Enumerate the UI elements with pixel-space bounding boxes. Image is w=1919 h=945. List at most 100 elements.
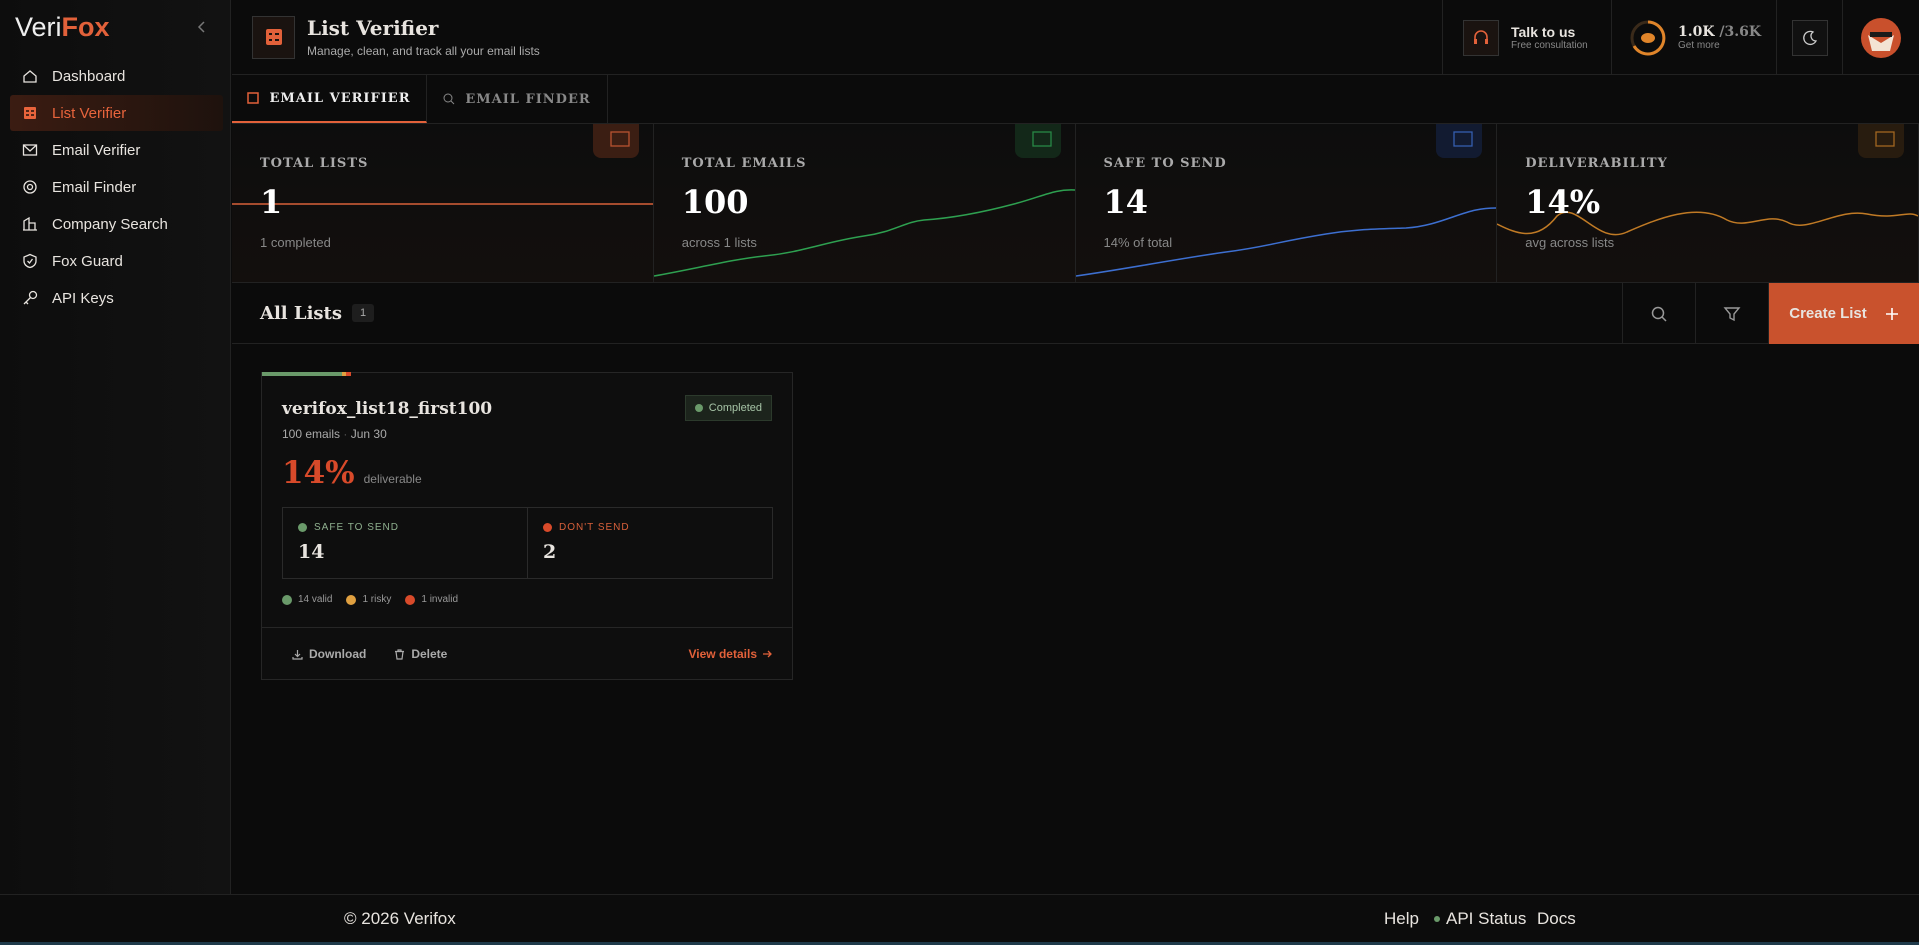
tab[interactable]: EMAIL VERIFIER — [232, 75, 427, 123]
filter-button[interactable] — [1695, 283, 1768, 344]
progress — [262, 372, 351, 376]
stat-label: TOTAL LISTS — [260, 156, 369, 171]
dont-value: 2 — [543, 541, 557, 563]
tab-label: EMAIL VERIFIER — [269, 90, 411, 106]
collapse-icon[interactable] — [196, 20, 208, 34]
stat-card: TOTAL LISTS 1 1 completed — [232, 124, 654, 282]
page-icon — [252, 15, 295, 59]
avatar[interactable] — [1842, 0, 1919, 75]
download-label: Download — [309, 647, 367, 661]
sidebar: VeriFox Dashboard List Verifier Email Veri… — [0, 0, 231, 894]
stat-card: SAFE TO SEND 14 14% of total — [1075, 124, 1498, 282]
stats: TOTAL LISTS 1 1 completed TOTAL EMAILS 100 ac… — [232, 124, 1919, 283]
stat-value: 1 — [260, 183, 283, 221]
stat-sub: 14% of total — [1103, 235, 1173, 250]
stat-icon — [1014, 124, 1061, 158]
create-list-button[interactable]: Create List — [1768, 283, 1919, 344]
nav-label: Fox Guard — [52, 252, 123, 270]
search-button[interactable] — [1622, 283, 1695, 344]
nav-item[interactable]: Email Verifier — [10, 132, 223, 168]
footer-link[interactable]: Docs — [1537, 909, 1576, 928]
nav-label: API Keys — [52, 289, 114, 307]
stat-sub: across 1 lists — [681, 235, 757, 250]
nav-item[interactable]: Dashboard — [10, 58, 223, 94]
lists-title: All Lists — [260, 302, 342, 324]
sparkline — [1075, 207, 1497, 277]
footer-link: API Status — [1446, 909, 1527, 928]
legend: 14 valid 1 risky 1 invalid — [282, 594, 458, 605]
nav-item[interactable]: Fox Guard — [10, 243, 223, 279]
logo-text: Veri — [15, 12, 62, 42]
legend-item: 1 invalid — [405, 594, 458, 605]
nav-label: List Verifier — [52, 104, 127, 122]
stat-icon — [1858, 124, 1904, 158]
deliverable-label: deliverable — [363, 472, 422, 486]
stat-label: DELIVERABILITY — [1525, 156, 1668, 171]
stat-icon — [1436, 124, 1483, 158]
legend-label: 1 invalid — [421, 594, 459, 605]
credits-used: 1.0K — [1678, 24, 1715, 40]
deliverable-percent: 14% — [282, 455, 355, 491]
stat-value: 14% — [1525, 183, 1601, 221]
page-subtitle: Manage, clean, and track all your email … — [307, 44, 540, 58]
theme-toggle[interactable] — [1776, 0, 1842, 75]
download-button[interactable]: Download — [292, 647, 366, 661]
logo-accent: Fox — [61, 12, 110, 42]
footer-status[interactable]: API Status — [1434, 909, 1526, 929]
credits-action[interactable]: Get more — [1678, 40, 1720, 51]
tab[interactable]: EMAIL FINDER — [427, 75, 608, 123]
stat-value: 14 — [1103, 183, 1149, 221]
stat-sub: 1 completed — [260, 235, 331, 250]
view-details-label: View details — [688, 647, 757, 661]
stat-label: TOTAL EMAILS — [681, 156, 807, 171]
nav-item[interactable]: Company Search — [10, 206, 223, 242]
view-details-link[interactable]: View details — [689, 647, 772, 661]
stat-icon — [592, 124, 639, 158]
credits[interactable]: 1.0K /3.6K Get more — [1611, 0, 1776, 75]
nav-label: Email Verifier — [52, 141, 141, 159]
stat-card: DELIVERABILITY 14% avg across lists — [1497, 124, 1919, 282]
delete-label: Delete — [411, 647, 448, 661]
sparkline — [653, 189, 1075, 277]
tabs: EMAIL VERIFIER EMAIL FINDER — [232, 75, 1919, 124]
status-badge: Completed — [684, 395, 772, 421]
safe-value: 14 — [298, 541, 325, 563]
list-name: verifox_list18_first100 — [282, 399, 493, 419]
nav-label: Email Finder — [52, 178, 137, 196]
tab-label: EMAIL FINDER — [465, 91, 591, 107]
stat-label: SAFE TO SEND — [1103, 156, 1227, 171]
delete-button[interactable]: Delete — [394, 647, 447, 661]
page-title: List Verifier — [307, 16, 439, 40]
safe-label: SAFE TO SEND — [314, 522, 399, 533]
footer: © 2026 Verifox Help API Status Docs — [0, 894, 1919, 945]
nav-item[interactable]: List Verifier — [10, 95, 223, 131]
talk-to-us[interactable]: Talk to us Free consultation — [1442, 0, 1611, 75]
talk-title: Talk to us — [1511, 24, 1576, 40]
header: List Verifier Manage, clean, and track a… — [232, 0, 1919, 75]
legend-label: 1 risky — [362, 594, 392, 605]
talk-subtitle: Free consultation — [1511, 40, 1588, 51]
lists-bar: All Lists 1 Create List — [232, 283, 1919, 344]
dont-label: DON'T SEND — [559, 522, 630, 533]
list-emails: 100 emails — [282, 427, 341, 441]
footer-link[interactable]: Help — [1384, 909, 1419, 928]
nav-item[interactable]: Email Finder — [10, 169, 223, 205]
list-date: Jun 30 — [350, 427, 387, 441]
stat-value: 100 — [681, 183, 749, 221]
nav-item[interactable]: API Keys — [10, 280, 223, 316]
logo[interactable]: VeriFox — [15, 12, 110, 43]
nav-label: Dashboard — [52, 67, 126, 85]
create-label: Create List — [1789, 305, 1867, 322]
stat-sub: avg across lists — [1525, 235, 1615, 250]
legend-label: 14 valid — [298, 594, 333, 605]
copyright: © 2026 Verifox — [344, 909, 456, 928]
breakdown: SAFE TO SEND 14 DON'T SEND 2 — [282, 507, 773, 579]
legend-item: 1 risky — [346, 594, 391, 605]
nav-label: Company Search — [52, 215, 168, 233]
status-label: Completed — [708, 402, 762, 414]
legend-item: 14 valid — [282, 594, 332, 605]
list-card[interactable]: verifox_list18_first100 100 emails · Jun… — [261, 372, 793, 680]
stat-card: TOTAL EMAILS 100 across 1 lists — [653, 124, 1076, 282]
